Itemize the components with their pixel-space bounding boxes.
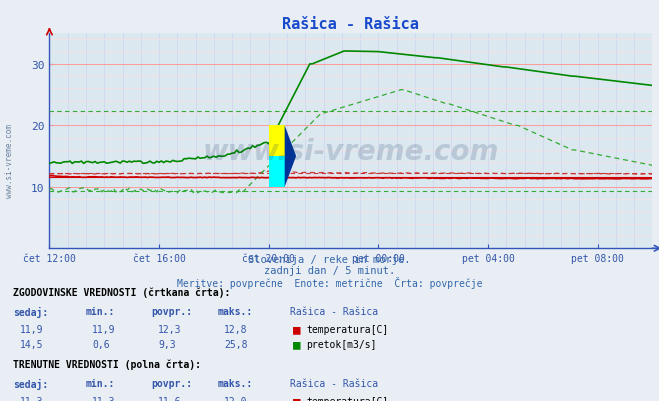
Text: 9,3: 9,3 <box>158 339 176 349</box>
Bar <box>269 157 285 187</box>
Text: 11,6: 11,6 <box>158 396 182 401</box>
Text: 12,0: 12,0 <box>224 396 248 401</box>
Text: maks.:: maks.: <box>217 306 252 316</box>
Text: temperatura[C]: temperatura[C] <box>306 324 389 334</box>
Text: 11,9: 11,9 <box>20 324 43 334</box>
Title: Rašica - Rašica: Rašica - Rašica <box>283 16 419 32</box>
Text: povpr.:: povpr.: <box>152 306 192 316</box>
Text: 12,8: 12,8 <box>224 324 248 334</box>
Text: zadnji dan / 5 minut.: zadnji dan / 5 minut. <box>264 265 395 275</box>
Text: min.:: min.: <box>86 306 115 316</box>
Text: Meritve: povprečne  Enote: metrične  Črta: povprečje: Meritve: povprečne Enote: metrične Črta:… <box>177 276 482 288</box>
Text: min.:: min.: <box>86 378 115 388</box>
Text: 11,9: 11,9 <box>92 324 116 334</box>
Text: sedaj:: sedaj: <box>13 378 48 389</box>
Text: Slovenija / reke in morje.: Slovenija / reke in morje. <box>248 255 411 265</box>
Text: ■: ■ <box>293 394 301 401</box>
Text: 25,8: 25,8 <box>224 339 248 349</box>
Text: 11,3: 11,3 <box>92 396 116 401</box>
Text: www.si-vreme.com: www.si-vreme.com <box>203 138 499 166</box>
Text: Rašica - Rašica: Rašica - Rašica <box>290 378 378 388</box>
Polygon shape <box>285 126 296 187</box>
Text: www.si-vreme.com: www.si-vreme.com <box>5 124 14 197</box>
Bar <box>269 126 285 157</box>
Text: 0,6: 0,6 <box>92 339 110 349</box>
Text: sedaj:: sedaj: <box>13 306 48 317</box>
Text: pretok[m3/s]: pretok[m3/s] <box>306 339 377 349</box>
Text: Rašica - Rašica: Rašica - Rašica <box>290 306 378 316</box>
Text: 12,3: 12,3 <box>158 324 182 334</box>
Text: 14,5: 14,5 <box>20 339 43 349</box>
Text: 11,3: 11,3 <box>20 396 43 401</box>
Text: ■: ■ <box>293 322 301 335</box>
Text: povpr.:: povpr.: <box>152 378 192 388</box>
Text: TRENUTNE VREDNOSTI (polna črta):: TRENUTNE VREDNOSTI (polna črta): <box>13 358 201 369</box>
Text: maks.:: maks.: <box>217 378 252 388</box>
Text: ZGODOVINSKE VREDNOSTI (črtkana črta):: ZGODOVINSKE VREDNOSTI (črtkana črta): <box>13 287 231 297</box>
Text: temperatura[C]: temperatura[C] <box>306 396 389 401</box>
Text: ■: ■ <box>293 337 301 350</box>
